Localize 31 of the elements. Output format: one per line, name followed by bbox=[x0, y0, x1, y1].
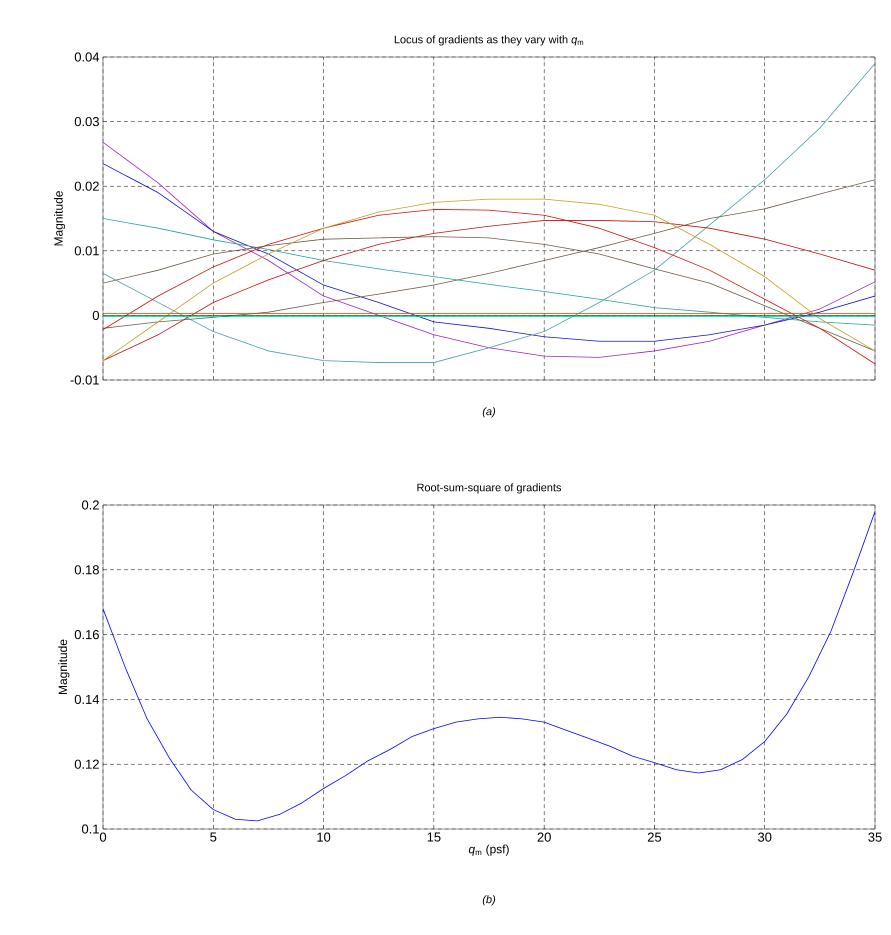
x-tick-label: 35 bbox=[868, 832, 882, 842]
y-tick-label: 0.16 bbox=[74, 630, 99, 640]
x-tick-label: 5 bbox=[210, 832, 216, 842]
y-tick-label: 0.04 bbox=[74, 52, 100, 62]
y-tick-label: 0.01 bbox=[74, 246, 99, 256]
line-series bbox=[103, 163, 876, 342]
line-series bbox=[103, 218, 876, 326]
y-tick-label: 0.02 bbox=[74, 182, 99, 191]
y-axis-title: Magnitude bbox=[58, 640, 70, 694]
line-series bbox=[103, 142, 876, 358]
y-axis-title: Magnitude bbox=[54, 191, 66, 246]
y-tick-label: 0.18 bbox=[74, 565, 99, 574]
text: (a) bbox=[482, 407, 496, 418]
chart-title: Locus of gradients as they vary with q$_{m}$ bbox=[394, 35, 584, 46]
line-series bbox=[103, 511, 876, 822]
x-tick-label: 25 bbox=[648, 832, 662, 842]
y-tick-label: 0.2 bbox=[82, 500, 99, 510]
x-tick-label: 30 bbox=[758, 832, 772, 842]
y-tick-label: 0.14 bbox=[74, 694, 100, 704]
x-axis-title: q$_{m}$ (psf) bbox=[468, 844, 509, 856]
x-tick-label: 10 bbox=[317, 832, 330, 842]
chart-title: Root-sum-square of gradients bbox=[417, 483, 562, 494]
x-tick-label: 15 bbox=[428, 832, 441, 842]
y-tick-label: 0.1 bbox=[82, 824, 99, 834]
y-tick-label: 0.12 bbox=[74, 760, 99, 769]
x-tick-label: 20 bbox=[538, 832, 551, 842]
y-tick-label: 0 bbox=[92, 310, 99, 320]
y-tick-label: 0.03 bbox=[74, 117, 99, 126]
x-tick-label: 0 bbox=[100, 832, 106, 842]
text: (b) bbox=[482, 895, 496, 906]
y-tick-label: -0.01 bbox=[70, 375, 99, 385]
